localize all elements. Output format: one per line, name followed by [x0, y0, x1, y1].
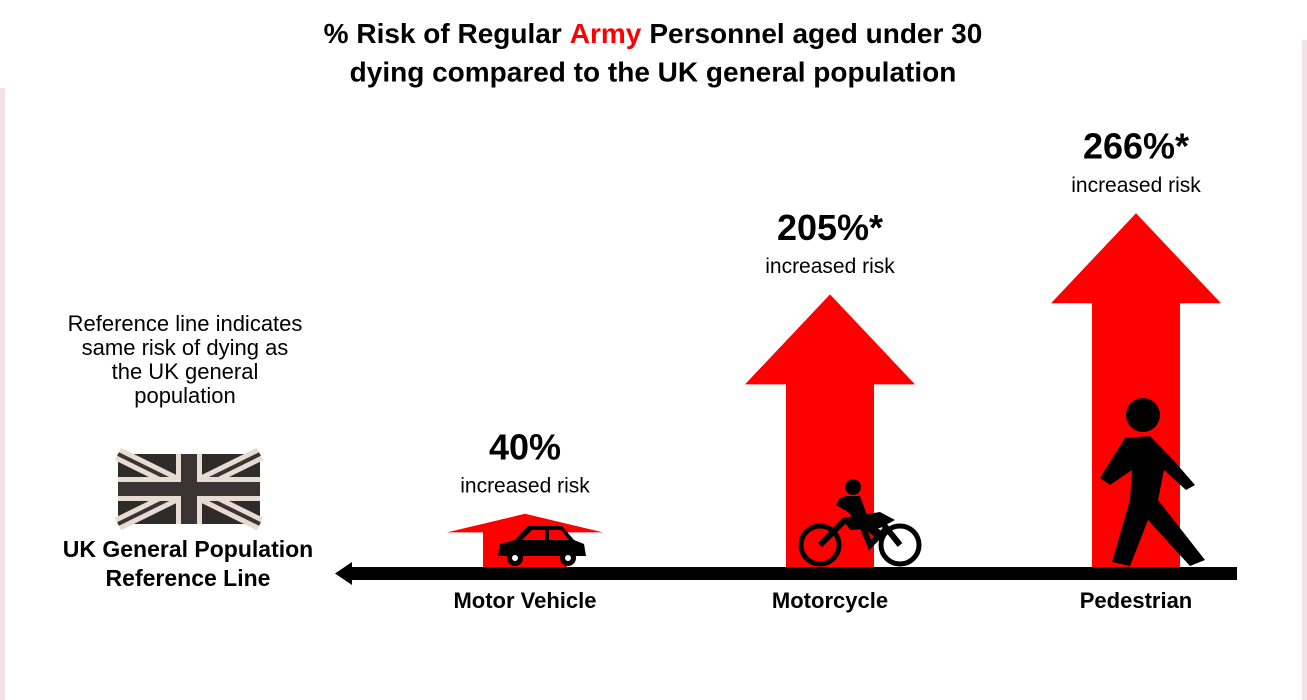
category-label: Pedestrian [1080, 588, 1193, 613]
title-part: Personnel aged under 30 [649, 18, 982, 49]
car-icon [498, 526, 586, 566]
category-label: Motorcycle [772, 588, 888, 613]
reference-label: Reference Line [106, 565, 271, 591]
risk-arrow [745, 294, 915, 567]
reference-label: UK General Population [63, 536, 313, 562]
title-highlight: Army [570, 18, 642, 49]
reference-note: Reference line indicates [68, 311, 303, 336]
value-label: 266%* [1083, 126, 1189, 167]
frame [1302, 40, 1307, 700]
title-part: % Risk of Regular [324, 18, 562, 49]
reference-note: the UK general [112, 359, 259, 384]
reference-note: population [134, 383, 236, 408]
reference-line [335, 562, 1237, 585]
annotation: increased risk [460, 474, 590, 497]
motorcycle-icon [798, 479, 922, 567]
value-label: 205%* [777, 207, 883, 248]
annotation: increased risk [765, 255, 895, 278]
chart-title-line2: dying compared to the UK general populat… [350, 56, 957, 87]
uk-flag [114, 447, 264, 531]
annotation: increased risk [1071, 174, 1201, 197]
pedestrian-icon [1100, 398, 1205, 566]
chart-title-line1: % Risk of Regular Army Personnel aged unde… [324, 18, 983, 49]
frame [0, 88, 5, 700]
reference-note: same risk of dying as [82, 335, 289, 360]
value-label: 40% [489, 426, 561, 467]
category-label: Motor Vehicle [453, 588, 596, 613]
